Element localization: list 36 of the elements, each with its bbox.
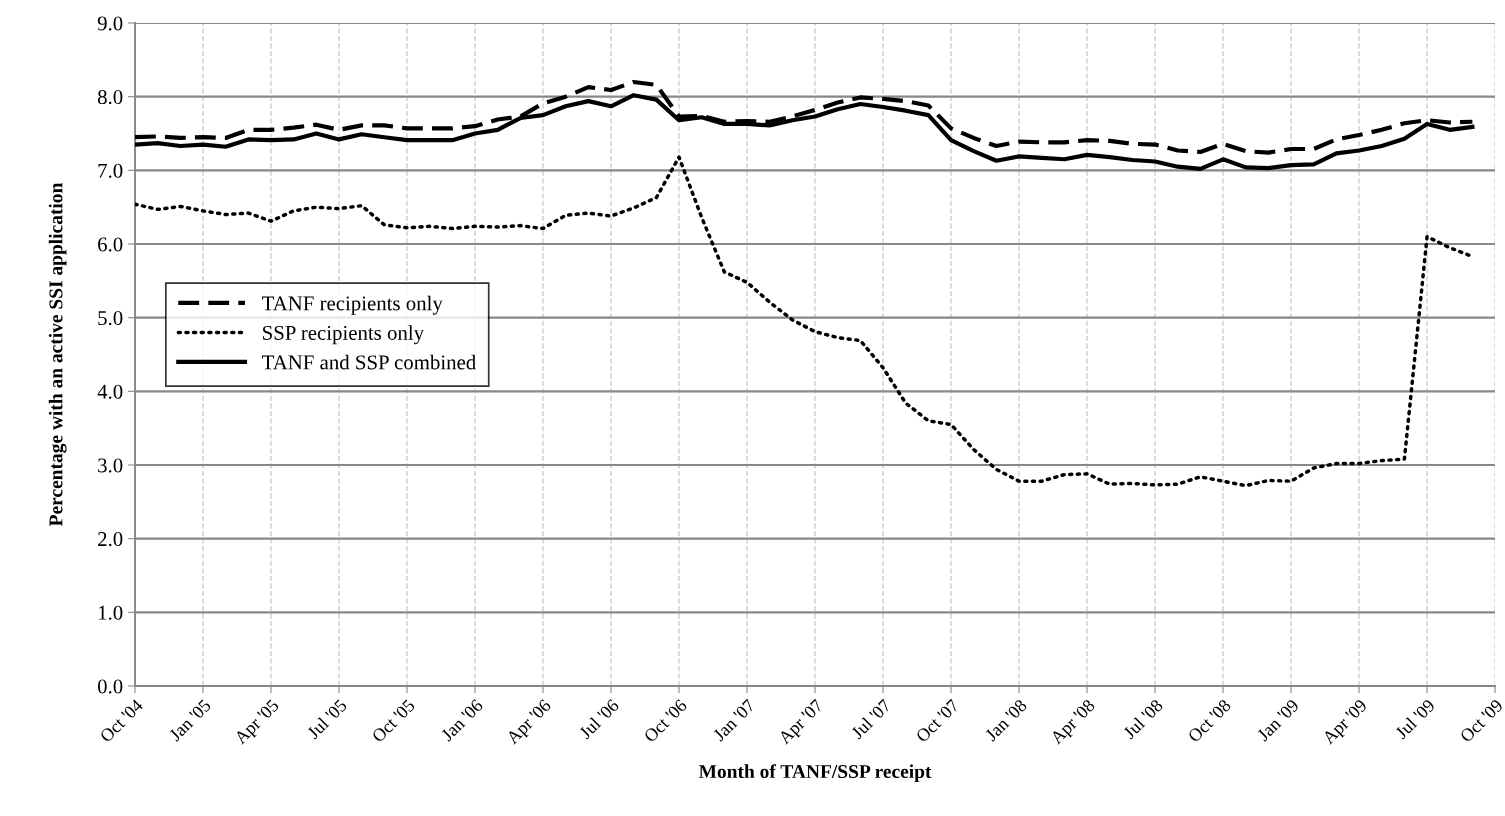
x-tick-label: Oct '04	[99, 698, 144, 743]
x-axis-title: Month of TANF/SSP receipt	[698, 764, 932, 783]
y-tick-label: 9.0	[97, 16, 123, 31]
x-tick-label: Oct '05	[371, 698, 416, 743]
x-tick-label: Apr '07	[777, 698, 827, 748]
x-tick-label: Jul '09	[1394, 698, 1436, 740]
x-tick-label: Apr '05	[233, 698, 283, 748]
x-tick-label: Jan '08	[984, 698, 1028, 742]
x-tick-label: Apr '08	[1049, 698, 1099, 748]
x-tick-label: Jul '07	[850, 698, 892, 740]
legend-label: SSP recipients only	[263, 325, 424, 345]
x-tick-label: Oct '07	[915, 698, 960, 743]
y-tick-label: 2.0	[98, 532, 123, 547]
x-tick-label: Oct '09	[1459, 698, 1504, 743]
legend-label: TANF and SSP combined	[262, 354, 476, 370]
x-tick-label: Apr '06	[505, 698, 555, 748]
y-tick-label: 3.0	[98, 458, 123, 473]
y-tick-label: 1.0	[98, 605, 123, 620]
y-tick-label: 4.0	[97, 384, 123, 399]
y-tick-label: 5.0	[98, 311, 123, 326]
x-tick-label: Oct '06	[643, 698, 688, 743]
x-tick-label: Jul '05	[306, 698, 348, 740]
x-tick-label: Jan '06	[440, 698, 484, 742]
x-tick-label: Jul '08	[1122, 698, 1164, 740]
x-tick-label: Jan '05	[168, 698, 212, 742]
x-tick-label: Oct '08	[1187, 698, 1232, 743]
y-axis-title: Percentage with an active SSI application	[48, 182, 67, 527]
y-tick-label: 8.0	[97, 90, 123, 105]
y-tick-label: 0.0	[97, 679, 123, 694]
x-tick-label: Jan '07	[712, 698, 756, 742]
y-tick-label: 7.0	[98, 163, 123, 178]
y-tick-label: 6.0	[98, 237, 123, 252]
x-tick-label: Apr '09	[1321, 698, 1371, 748]
x-tick-label: Jan '09	[1256, 698, 1300, 742]
x-tick-label: Jul '06	[578, 698, 620, 740]
legend-label: TANF recipients only	[262, 295, 443, 315]
